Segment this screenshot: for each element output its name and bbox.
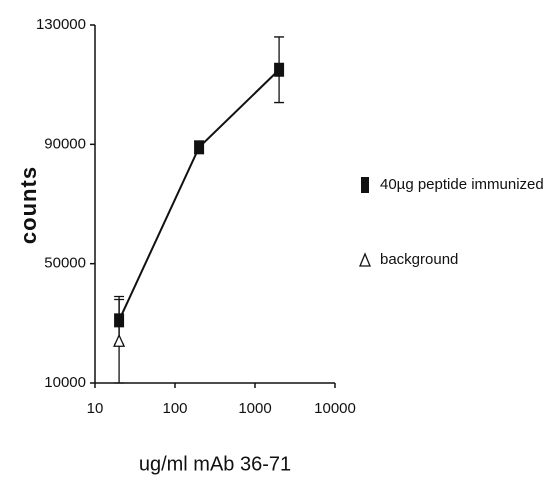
legend-marker [361, 177, 369, 193]
series-line [118, 69, 280, 321]
legend-marker [359, 252, 371, 267]
y-tick-label: 130000 [36, 16, 86, 33]
marker [274, 62, 285, 77]
marker [113, 333, 126, 347]
y-tick-label: 10000 [44, 374, 86, 391]
y-tick-label: 90000 [44, 135, 86, 152]
legend-label: 40µg peptide immunized [380, 176, 543, 193]
x-tick-label: 10000 [314, 400, 356, 417]
x-axis-label: ug/ml mAb 36-71 [139, 453, 291, 475]
x-tick-label: 100 [162, 400, 187, 417]
y-tick-label: 50000 [44, 255, 86, 272]
marker [194, 140, 205, 155]
legend-label: background [380, 251, 458, 268]
y-axis-label: counts [16, 166, 41, 244]
x-tick-label: 10 [87, 400, 104, 417]
x-tick-label: 1000 [238, 400, 271, 417]
